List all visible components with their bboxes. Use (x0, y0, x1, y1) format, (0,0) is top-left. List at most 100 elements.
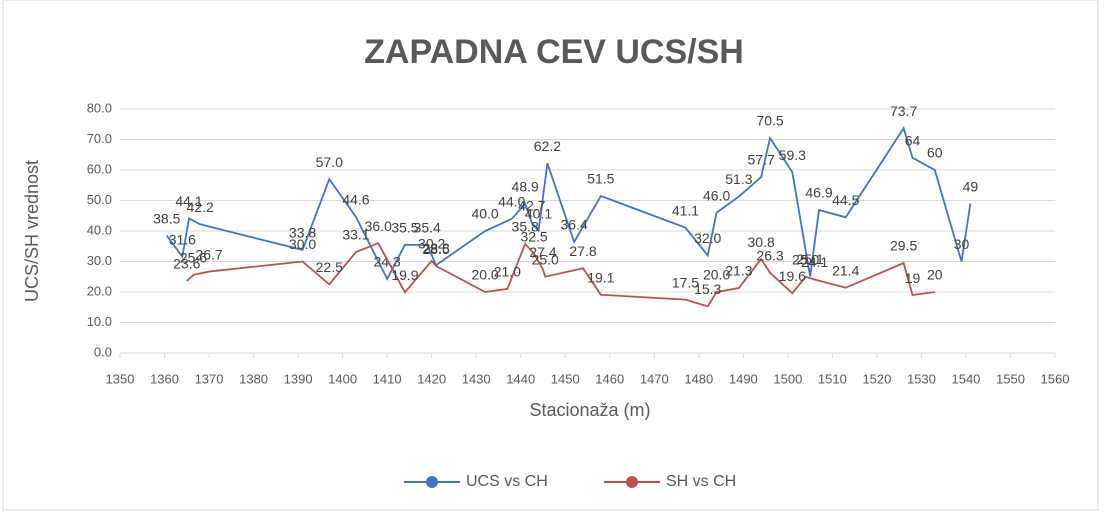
x-tick-label: 1470 (640, 371, 669, 386)
x-tick-label: 1460 (595, 371, 624, 386)
y-tick-label: 70.0 (87, 131, 112, 146)
y-tick-label: 10.0 (87, 314, 112, 329)
data-label: 31.6 (169, 231, 196, 247)
data-label: 21.4 (832, 262, 859, 278)
x-tick-label: 1510 (818, 371, 847, 386)
data-label: 22.5 (316, 259, 343, 275)
data-label: 19.6 (779, 268, 806, 284)
data-label: 73.7 (890, 103, 917, 119)
y-tick-label: 40.0 (87, 222, 112, 237)
data-label: 19.9 (391, 267, 418, 283)
data-label: 35.4 (414, 220, 441, 236)
data-label: 46.0 (703, 187, 730, 203)
x-tick-label: 1550 (996, 371, 1025, 386)
x-tick-label: 1400 (328, 371, 357, 386)
data-label: 51.5 (587, 171, 614, 187)
data-label: 48.9 (512, 179, 539, 195)
data-label: 57.0 (316, 154, 343, 170)
data-label: 21.0 (494, 264, 521, 280)
data-label: 27.4 (529, 244, 556, 260)
y-tick-label: 50.0 (87, 192, 112, 207)
data-label: 42.7 (518, 197, 545, 213)
data-label: 25.0 (792, 251, 819, 267)
data-label: 62.2 (534, 138, 561, 154)
x-tick-label: 1500 (773, 371, 802, 386)
data-label: 15.3 (694, 281, 721, 297)
y-tick-label: 60.0 (87, 161, 112, 176)
data-label: 33.1 (342, 227, 369, 243)
data-label: 32.0 (694, 230, 721, 246)
x-axis-label: Stacionaža (m) (529, 400, 650, 420)
data-label: 40.0 (471, 206, 498, 222)
data-label: 30.8 (748, 234, 775, 250)
x-tick-label: 1390 (284, 371, 313, 386)
legend-marker (626, 476, 638, 488)
x-tick-label: 1420 (417, 371, 446, 386)
y-tick-label: 0.0 (94, 344, 112, 359)
x-tick-label: 1440 (506, 371, 535, 386)
data-label: 19.1 (587, 269, 614, 285)
data-label: 57.7 (748, 152, 775, 168)
data-label: 25.6 (180, 250, 207, 266)
data-label: 38.5 (153, 210, 180, 226)
data-label: 44.5 (832, 192, 859, 208)
data-label: 21.3 (725, 263, 752, 279)
data-label: 59.3 (779, 147, 806, 163)
data-label: 24.1 (801, 254, 828, 270)
data-label: 25.1 (796, 251, 823, 267)
x-tick-label: 1480 (684, 371, 713, 386)
x-tick-label: 1530 (907, 371, 936, 386)
data-label: 46.9 (805, 185, 832, 201)
data-label: 29.5 (890, 238, 917, 254)
data-label: 32.5 (520, 229, 547, 245)
data-label: 26.3 (756, 247, 783, 263)
data-label: 30.0 (289, 236, 316, 252)
data-label: 23.6 (173, 256, 200, 272)
x-tick-label: 1410 (373, 371, 402, 386)
data-label: 60 (927, 145, 943, 161)
x-tick-label: 1490 (729, 371, 758, 386)
data-label: 20.0 (703, 267, 730, 283)
data-label: 42.2 (187, 199, 214, 215)
data-label: 51.3 (725, 171, 752, 187)
x-tick-label: 1370 (195, 371, 224, 386)
data-label: 30.2 (418, 236, 445, 252)
y-axis-label: UCS/SH vrednost (22, 160, 42, 302)
x-tick-label: 1450 (551, 371, 580, 386)
data-label: 44.0 (498, 194, 525, 210)
data-label: 20.0 (471, 267, 498, 283)
series-line (186, 242, 935, 308)
x-tick-label: 1350 (106, 371, 135, 386)
data-label: 44.6 (342, 192, 369, 208)
data-label: 36.4 (561, 217, 588, 233)
data-label: 35.5 (391, 219, 418, 235)
data-label: 26.7 (195, 246, 222, 262)
data-label: 20 (927, 267, 943, 283)
data-label: 49 (963, 178, 979, 194)
y-tick-label: 20.0 (87, 283, 112, 298)
data-label: 35.8 (512, 219, 539, 235)
data-label: 27.8 (569, 243, 596, 259)
y-tick-label: 30.0 (87, 253, 112, 268)
data-label: 41.1 (672, 202, 699, 218)
data-label: 17.5 (672, 274, 699, 290)
series-line (166, 126, 972, 281)
legend-marker (426, 476, 438, 488)
data-label: 30 (954, 236, 970, 252)
data-label: 25.0 (532, 251, 559, 267)
data-label: 28.5 (422, 241, 449, 257)
data-label: 64 (905, 133, 921, 149)
data-label: 19 (905, 270, 921, 286)
data-label: 44.1 (175, 193, 202, 209)
x-tick-label: 1430 (462, 371, 491, 386)
data-label: 40.1 (525, 205, 552, 221)
data-label: 33.8 (289, 225, 316, 241)
legend-label: SH vs CH (666, 473, 736, 490)
x-tick-label: 1520 (862, 371, 891, 386)
x-tick-label: 1540 (951, 371, 980, 386)
data-label: 36.0 (365, 218, 392, 234)
x-tick-label: 1380 (239, 371, 268, 386)
data-label: 70.5 (756, 113, 783, 129)
